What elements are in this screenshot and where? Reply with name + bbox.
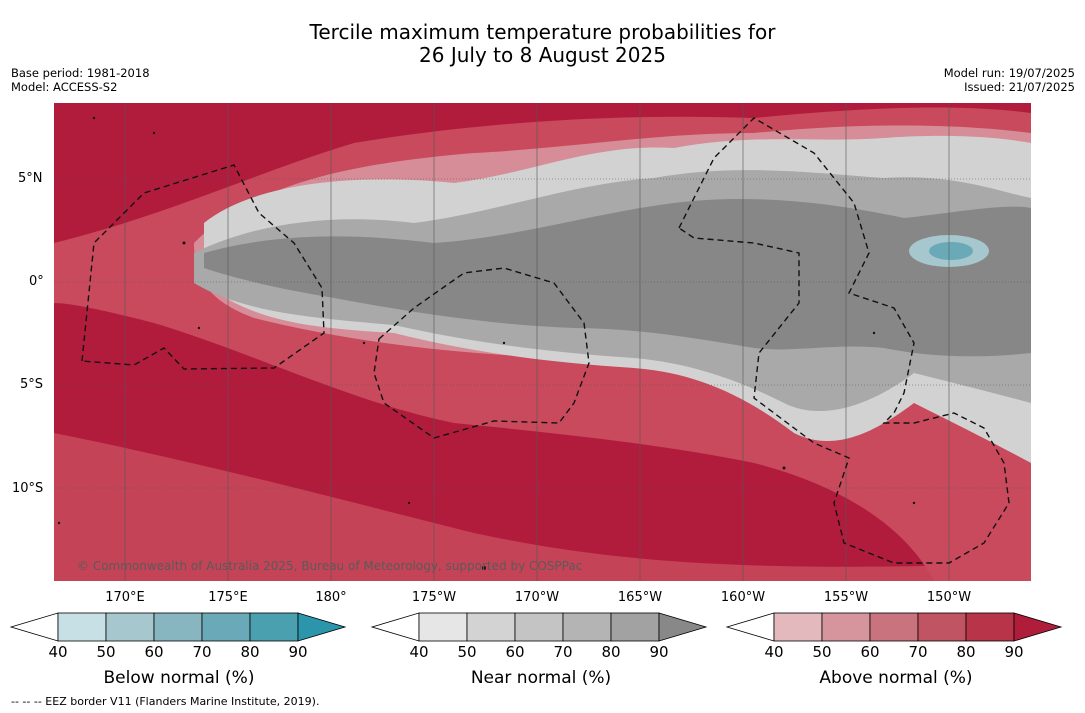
above-normal-mid-area-south — [54, 433, 1031, 581]
colorbar-tick-label: 80 — [240, 643, 260, 661]
colorbar-segment — [105, 612, 155, 642]
colorbar-segment — [610, 612, 660, 642]
colorbar-segment — [869, 612, 919, 642]
eez-footnote: -- -- -- EEZ border V11 (Flanders Marine… — [11, 695, 320, 708]
colorbar-tick-label: 40 — [764, 643, 784, 661]
meta-right: Model run: 19/07/2025 Issued: 21/07/2025 — [944, 66, 1075, 94]
longitude-label-150w: 150°W — [926, 590, 972, 605]
below-normal-colorbar — [10, 612, 347, 642]
colorbar-tick-label: 70 — [553, 643, 573, 661]
colorbar-segment — [514, 612, 564, 642]
meta-left: Base period: 1981-2018 Model: ACCESS-S2 — [11, 66, 150, 94]
eez-borders — [81, 117, 1010, 564]
longitude-label-175e: 175°E — [208, 590, 248, 605]
longitude-label-170w: 170°W — [514, 590, 560, 605]
colorbar-segment — [153, 612, 203, 642]
colorbar-extend-high — [297, 612, 347, 642]
below-normal-label: Below normal (%) — [103, 668, 255, 688]
near-normal-strong-area — [204, 198, 1031, 357]
colorbar-segment — [249, 612, 299, 642]
colorbar-tick-label: 90 — [1004, 643, 1024, 661]
colorbar-segment — [201, 612, 251, 642]
colorbar-segment — [466, 612, 516, 642]
colorbar-tick-label: 90 — [288, 643, 308, 661]
issued-text: Issued: 21/07/2025 — [964, 80, 1075, 94]
colorbar-segment — [562, 612, 612, 642]
colorbar-segment — [57, 612, 107, 642]
colorbar-tick-label: 50 — [812, 643, 832, 661]
colorbar-extend-low — [10, 612, 59, 642]
island-dots — [57, 116, 916, 570]
colorbar-tick-label: 60 — [144, 643, 164, 661]
latitude-label-0: 0° — [29, 274, 44, 289]
colorbar-tick-label: 70 — [192, 643, 212, 661]
colorbar-extend-high — [658, 612, 708, 642]
colorbar-tick-label: 90 — [649, 643, 669, 661]
colorbar-segment — [965, 612, 1015, 642]
colorbar-segment — [418, 612, 468, 642]
longitude-label-155w: 155°W — [823, 590, 869, 605]
longitude-label-165w: 165°W — [617, 590, 663, 605]
map-title-line2: 26 July to 8 August 2025 — [419, 43, 666, 67]
colorbar-tick-label: 60 — [860, 643, 880, 661]
model-run-text: Model run: 19/07/2025 — [943, 66, 1075, 80]
latitude-label-10s: 10°S — [12, 481, 44, 496]
colorbar-tick-label: 50 — [457, 643, 477, 661]
longitude-label-180: 180° — [315, 590, 347, 605]
base-period-text: Base period: 1981-2018 — [11, 66, 150, 80]
colorbar-tick-label: 80 — [956, 643, 976, 661]
near-normal-label: Near normal (%) — [470, 668, 612, 688]
map-title: Tercile maximum temperature probabilitie… — [0, 21, 1085, 67]
colorbar-tick-label: 80 — [601, 643, 621, 661]
model-text: Model: ACCESS-S2 — [11, 80, 118, 94]
colorbar-segment — [917, 612, 967, 642]
colorbar-extend-low — [726, 612, 775, 642]
map-gridlines — [54, 103, 1031, 581]
above-normal-label: Above normal (%) — [819, 668, 973, 688]
colorbar-extend-high — [1013, 612, 1063, 642]
colorbar-segment — [821, 612, 871, 642]
below-normal-mid-area — [929, 242, 973, 260]
latitude-label-5n: 5°N — [18, 171, 43, 186]
map-title-line1: Tercile maximum temperature probabilitie… — [309, 20, 776, 44]
longitude-label-160w: 160°W — [720, 590, 766, 605]
latitude-label-5s: 5°S — [20, 377, 44, 392]
colorbar-tick-label: 40 — [48, 643, 68, 661]
colorbar-tick-label: 70 — [908, 643, 928, 661]
above-normal-colorbar — [726, 612, 1063, 642]
colorbar-tick-label: 50 — [96, 643, 116, 661]
near-normal-colorbar — [371, 612, 708, 642]
colorbar-segment — [773, 612, 823, 642]
colorbar-tick-label: 60 — [505, 643, 525, 661]
longitude-label-175w: 175°W — [411, 590, 457, 605]
copyright-text: © Commonwealth of Australia 2025, Bureau… — [77, 559, 583, 573]
colorbar-extend-low — [371, 612, 420, 642]
colorbar-tick-label: 40 — [409, 643, 429, 661]
probability-map — [54, 103, 1031, 581]
probability-map-svg — [54, 103, 1031, 581]
longitude-label-170e: 170°E — [105, 590, 145, 605]
